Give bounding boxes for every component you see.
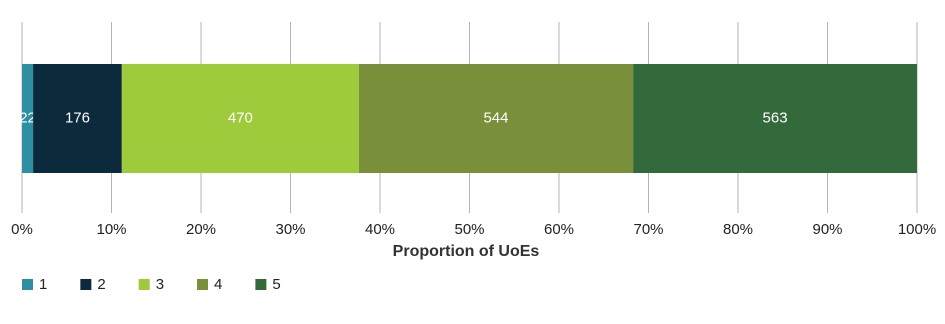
x-tick-label: 80% bbox=[723, 221, 753, 238]
legend-label: 1 bbox=[39, 276, 47, 293]
legend-label: 2 bbox=[97, 276, 105, 293]
x-tick-label: 90% bbox=[812, 221, 842, 238]
x-tick-label: 60% bbox=[544, 221, 574, 238]
legend-swatch bbox=[255, 279, 267, 290]
legend-swatch bbox=[197, 279, 209, 290]
bar-segment bbox=[33, 64, 122, 173]
x-tick-label: 0% bbox=[11, 221, 33, 238]
x-tick-label: 10% bbox=[96, 221, 126, 238]
legend-label: 5 bbox=[272, 276, 280, 293]
data-label: 563 bbox=[763, 109, 788, 126]
x-tick-label: 50% bbox=[454, 221, 484, 238]
data-label: 22 bbox=[19, 109, 36, 126]
x-tick-label: 40% bbox=[365, 221, 395, 238]
data-label: 544 bbox=[483, 109, 508, 126]
legend-swatch bbox=[22, 279, 33, 290]
x-axis-title: Proportion of UoEs bbox=[393, 243, 540, 260]
bar-segment bbox=[358, 64, 634, 173]
x-tick-label: 100% bbox=[898, 221, 936, 238]
legend-swatch bbox=[80, 279, 92, 290]
x-tick-label: 70% bbox=[633, 221, 663, 238]
x-tick-label: 30% bbox=[275, 221, 305, 238]
bar-segment bbox=[22, 64, 34, 173]
data-label: 176 bbox=[65, 109, 90, 126]
bar-segment bbox=[121, 64, 359, 173]
bar-segment bbox=[633, 64, 917, 173]
x-tick-label: 20% bbox=[186, 221, 216, 238]
legend-label: 4 bbox=[214, 276, 222, 293]
data-label: 470 bbox=[228, 109, 253, 126]
legend-label: 3 bbox=[156, 276, 164, 293]
legend-swatch bbox=[138, 279, 150, 290]
